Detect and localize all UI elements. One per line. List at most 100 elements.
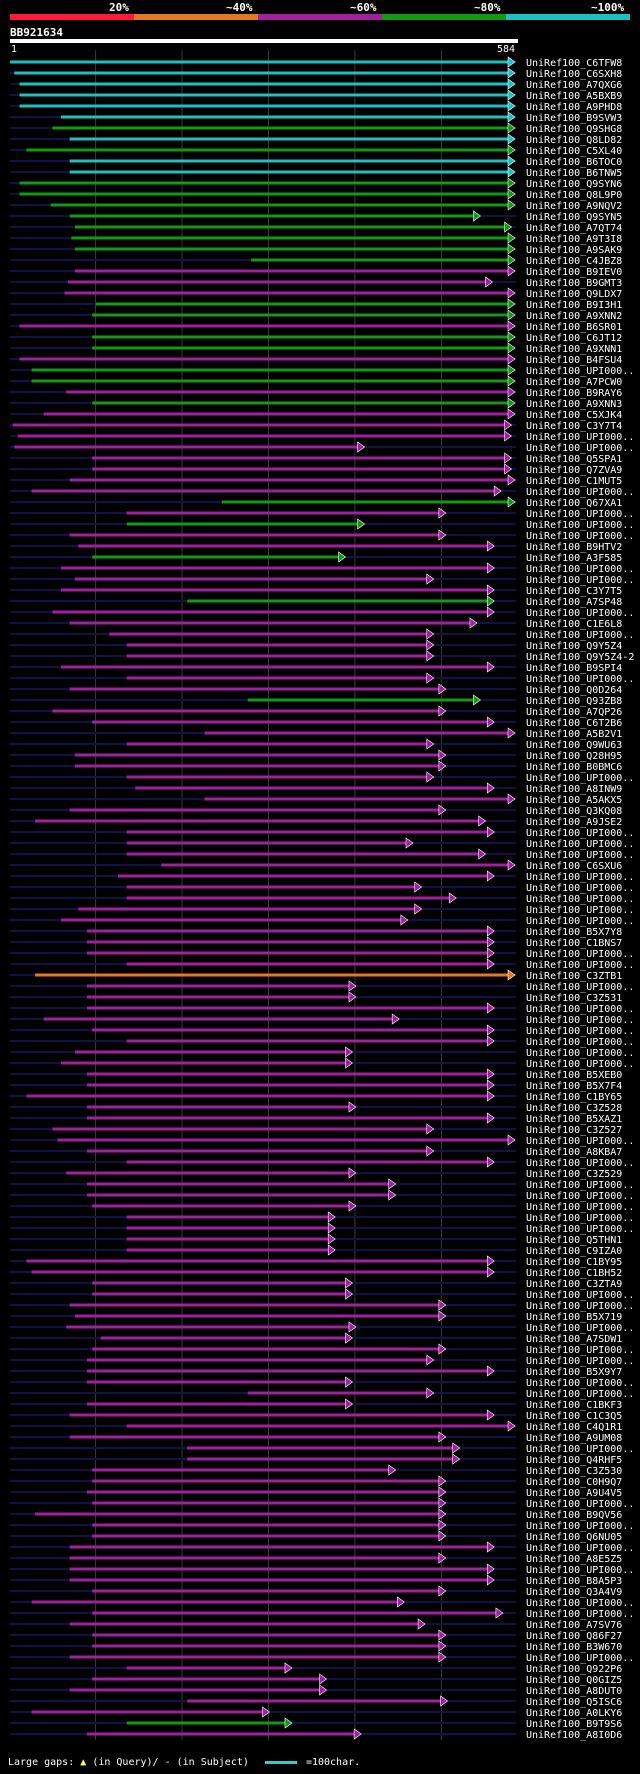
hit-label[interactable]: UniRef100_UPI000.. bbox=[526, 1378, 634, 1389]
hit-label[interactable]: UniRef100_Q9LDX7 bbox=[526, 289, 622, 300]
hit-label[interactable]: UniRef100_UPI000.. bbox=[526, 1521, 634, 1532]
hit-label[interactable]: UniRef100_A8DUT0 bbox=[526, 1686, 622, 1697]
hit-label[interactable]: UniRef100_Q8L9P0 bbox=[526, 190, 622, 201]
hit-label[interactable]: UniRef100_Q93ZB8 bbox=[526, 696, 622, 707]
hit-label[interactable]: UniRef100_Q5ISC6 bbox=[526, 1697, 622, 1708]
hit-label[interactable]: UniRef100_UPI000.. bbox=[526, 366, 634, 377]
hit-label[interactable]: UniRef100_A5AKX5 bbox=[526, 795, 622, 806]
hit-label[interactable]: UniRef100_Q5THN1 bbox=[526, 1235, 622, 1246]
hit-label[interactable]: UniRef100_B5X7Y8 bbox=[526, 927, 622, 938]
hit-label[interactable]: UniRef100_A8E5Z5 bbox=[526, 1554, 622, 1565]
hit-label[interactable]: UniRef100_A3F585 bbox=[526, 553, 622, 564]
hit-label[interactable]: UniRef100_UPI000.. bbox=[526, 982, 634, 993]
hit-label[interactable]: UniRef100_A0LKY6 bbox=[526, 1708, 622, 1719]
hit-label[interactable]: UniRef100_UPI000.. bbox=[526, 487, 634, 498]
hit-label[interactable]: UniRef100_C6SXU6 bbox=[526, 861, 622, 872]
hit-label[interactable]: UniRef100_C3ZTA9 bbox=[526, 1279, 622, 1290]
hit-label[interactable]: UniRef100_C0H9Q7 bbox=[526, 1477, 622, 1488]
hit-label[interactable]: UniRef100_A9JSE2 bbox=[526, 817, 622, 828]
hit-label[interactable]: UniRef100_UPI000.. bbox=[526, 839, 634, 850]
hit-label[interactable]: UniRef100_C1MUT5 bbox=[526, 476, 622, 487]
hit-label[interactable]: UniRef100_C3Z528 bbox=[526, 1103, 622, 1114]
hit-label[interactable]: UniRef100_UPI000.. bbox=[526, 1499, 634, 1510]
hit-label[interactable]: UniRef100_Q7ZVA9 bbox=[526, 465, 622, 476]
hit-label[interactable]: UniRef100_UPI000.. bbox=[526, 1136, 634, 1147]
hit-label[interactable]: UniRef100_UPI000.. bbox=[526, 1048, 634, 1059]
hit-label[interactable]: UniRef100_C5XJK4 bbox=[526, 410, 622, 421]
hit-label[interactable]: UniRef100_UPI000.. bbox=[526, 1059, 634, 1070]
hit-label[interactable]: UniRef100_C1BY95 bbox=[526, 1257, 622, 1268]
hit-label[interactable]: UniRef100_C4JBZ8 bbox=[526, 256, 622, 267]
hit-label[interactable]: UniRef100_A7QXG6 bbox=[526, 80, 622, 91]
hit-label[interactable]: UniRef100_UPI000.. bbox=[526, 564, 634, 575]
hit-label[interactable]: UniRef100_UPI000.. bbox=[526, 575, 634, 586]
hit-label[interactable]: UniRef100_B9SVW3 bbox=[526, 113, 622, 124]
hit-label[interactable]: UniRef100_Q9WU63 bbox=[526, 740, 622, 751]
hit-label[interactable]: UniRef100_UPI000.. bbox=[526, 630, 634, 641]
hit-label[interactable]: UniRef100_B4FSU4 bbox=[526, 355, 622, 366]
hit-label[interactable]: UniRef100_B9IEV0 bbox=[526, 267, 622, 278]
hit-label[interactable]: UniRef100_A7QT74 bbox=[526, 223, 622, 234]
hit-label[interactable]: UniRef100_UPI000.. bbox=[526, 1389, 634, 1400]
hit-label[interactable]: UniRef100_UPI000.. bbox=[526, 1323, 634, 1334]
hit-label[interactable]: UniRef100_UPI000.. bbox=[526, 1290, 634, 1301]
hit-label[interactable]: UniRef100_C6TFW8 bbox=[526, 58, 622, 69]
hit-label[interactable]: UniRef100_B9GMT3 bbox=[526, 278, 622, 289]
hit-label[interactable]: UniRef100_B9HTV2 bbox=[526, 542, 622, 553]
hit-label[interactable]: UniRef100_UPI000.. bbox=[526, 1543, 634, 1554]
hit-label[interactable]: UniRef100_B5X719 bbox=[526, 1312, 622, 1323]
hit-label[interactable]: UniRef100_C6JT12 bbox=[526, 333, 622, 344]
hit-label[interactable]: UniRef100_UPI000.. bbox=[526, 1202, 634, 1213]
hit-label[interactable]: UniRef100_UPI000.. bbox=[526, 1444, 634, 1455]
hit-label[interactable]: UniRef100_A7SDW1 bbox=[526, 1334, 622, 1345]
hit-label[interactable]: UniRef100_Q6NU05 bbox=[526, 1532, 622, 1543]
hit-label[interactable]: UniRef100_B6TNW5 bbox=[526, 168, 622, 179]
hit-label[interactable]: UniRef100_A5BXB9 bbox=[526, 91, 622, 102]
hit-label[interactable]: UniRef100_C1BKF3 bbox=[526, 1400, 622, 1411]
hit-label[interactable]: UniRef100_A9NQV2 bbox=[526, 201, 622, 212]
hit-label[interactable]: UniRef100_C1E6L8 bbox=[526, 619, 622, 630]
hit-label[interactable]: UniRef100_UPI000.. bbox=[526, 1301, 634, 1312]
hit-label[interactable]: UniRef100_C3Z527 bbox=[526, 1125, 622, 1136]
hit-label[interactable]: UniRef100_C6T2B6 bbox=[526, 718, 622, 729]
hit-label[interactable]: UniRef100_Q5SPA1 bbox=[526, 454, 622, 465]
hit-label[interactable]: UniRef100_UPI000.. bbox=[526, 1158, 634, 1169]
hit-label[interactable]: UniRef100_A5B2V1 bbox=[526, 729, 622, 740]
hit-label[interactable]: UniRef100_UPI000.. bbox=[526, 531, 634, 542]
hit-label[interactable]: UniRef100_UPI000.. bbox=[526, 1609, 634, 1620]
hit-label[interactable]: UniRef100_A9XNN3 bbox=[526, 399, 622, 410]
hit-label[interactable]: UniRef100_A9T3I8 bbox=[526, 234, 622, 245]
hit-label[interactable]: UniRef100_UPI000.. bbox=[526, 1015, 634, 1026]
hit-label[interactable]: UniRef100_Q9Y5Z4-2 bbox=[526, 652, 634, 663]
hit-label[interactable]: UniRef100_UPI000.. bbox=[526, 1598, 634, 1609]
hit-label[interactable]: UniRef100_A8I0D6 bbox=[526, 1730, 622, 1741]
hit-label[interactable]: UniRef100_Q67XA1 bbox=[526, 498, 622, 509]
hit-label[interactable]: UniRef100_Q0D264 bbox=[526, 685, 622, 696]
hit-label[interactable]: UniRef100_A8KBA7 bbox=[526, 1147, 622, 1158]
hit-label[interactable]: UniRef100_A7SV76 bbox=[526, 1620, 622, 1631]
hit-label[interactable]: UniRef100_C5XL40 bbox=[526, 146, 622, 157]
hit-label[interactable]: UniRef100_Q9SHG8 bbox=[526, 124, 622, 135]
hit-label[interactable]: UniRef100_UPI000.. bbox=[526, 949, 634, 960]
hit-label[interactable]: UniRef100_UPI000.. bbox=[526, 1180, 634, 1191]
hit-label[interactable]: UniRef100_A9XNN1 bbox=[526, 344, 622, 355]
hit-label[interactable]: UniRef100_B9RAY6 bbox=[526, 388, 622, 399]
hit-label[interactable]: UniRef100_B9QV56 bbox=[526, 1510, 622, 1521]
hit-label[interactable]: UniRef100_Q86F27 bbox=[526, 1631, 622, 1642]
hit-label[interactable]: UniRef100_UPI000.. bbox=[526, 850, 634, 861]
hit-label[interactable]: UniRef100_UPI000.. bbox=[526, 894, 634, 905]
hit-label[interactable]: UniRef100_C1BY65 bbox=[526, 1092, 622, 1103]
hit-label[interactable]: UniRef100_UPI000.. bbox=[526, 883, 634, 894]
hit-label[interactable]: UniRef100_A7PCW0 bbox=[526, 377, 622, 388]
hit-label[interactable]: UniRef100_UPI000.. bbox=[526, 1653, 634, 1664]
hit-label[interactable]: UniRef100_B9T9S6 bbox=[526, 1719, 622, 1730]
hit-label[interactable]: UniRef100_UPI000.. bbox=[526, 872, 634, 883]
hit-label[interactable]: UniRef100_A7QP26 bbox=[526, 707, 622, 718]
hit-label[interactable]: UniRef100_B5XAZ1 bbox=[526, 1114, 622, 1125]
hit-label[interactable]: UniRef100_UPI000.. bbox=[526, 773, 634, 784]
hit-label[interactable]: UniRef100_UPI000.. bbox=[526, 1037, 634, 1048]
hit-label[interactable]: UniRef100_UPI000.. bbox=[526, 520, 634, 531]
hit-label[interactable]: UniRef100_B6TOC0 bbox=[526, 157, 622, 168]
hit-label[interactable]: UniRef100_C1C3Q5 bbox=[526, 1411, 622, 1422]
hit-label[interactable]: UniRef100_Q9Y5Z4 bbox=[526, 641, 622, 652]
